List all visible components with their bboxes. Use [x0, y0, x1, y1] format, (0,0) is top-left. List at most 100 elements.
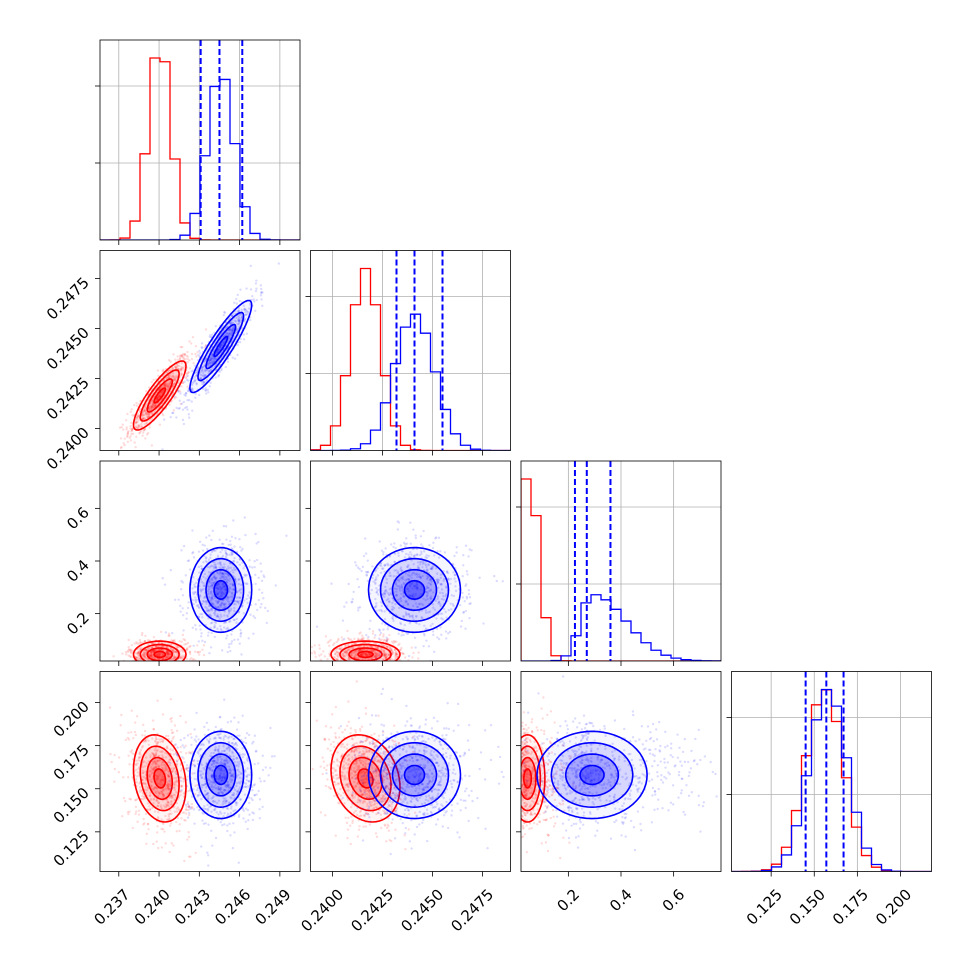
scatter-point	[401, 588, 404, 591]
scatter-point	[219, 344, 222, 347]
scatter-point	[143, 428, 147, 431]
scatter-point	[365, 633, 368, 637]
scatter-point	[417, 651, 420, 654]
scatter-point	[157, 662, 159, 664]
scatter-point	[222, 585, 225, 589]
scatter-point	[188, 568, 192, 571]
scatter-point	[381, 567, 385, 570]
scatter-point	[415, 586, 419, 589]
scatter-point	[424, 590, 428, 594]
scatter-point	[150, 405, 154, 409]
scatter-point	[252, 614, 255, 618]
contour-series-1	[213, 579, 229, 601]
scatter-point	[153, 739, 157, 743]
scatter-point	[422, 550, 426, 553]
scatter-point	[241, 604, 244, 607]
scatter-point	[385, 581, 389, 585]
scatter-point	[165, 382, 168, 385]
scatter-point	[216, 586, 219, 589]
scatter-point	[406, 632, 409, 636]
scatter-point	[218, 573, 221, 576]
scatter-point	[164, 765, 167, 769]
scatter-point	[436, 581, 440, 584]
scatter-point	[387, 637, 390, 641]
scatter-point	[181, 366, 184, 370]
scatter-point	[470, 549, 473, 552]
scatter-point	[404, 542, 407, 546]
scatter-point	[126, 412, 129, 416]
scatter-point	[353, 655, 357, 659]
scatter-point	[210, 631, 213, 635]
scatter-point	[179, 763, 183, 767]
scatter-point	[149, 664, 151, 666]
scatter-point	[135, 421, 138, 424]
scatter-point	[153, 749, 157, 752]
scatter-point	[190, 807, 194, 810]
scatter-point	[156, 804, 160, 808]
scatter-point	[174, 377, 177, 381]
scatter-point	[193, 793, 197, 796]
scatter-point	[375, 590, 379, 594]
scatter-point	[376, 588, 379, 592]
scatter-point	[155, 742, 158, 746]
scatter-point	[242, 304, 246, 308]
scatter-point	[203, 374, 206, 377]
scatter-point	[415, 583, 419, 586]
scatter-point	[171, 376, 174, 380]
scatter-point	[138, 753, 141, 756]
scatter-point	[230, 553, 233, 557]
scatter-point	[336, 658, 339, 661]
scatter-point	[195, 598, 198, 601]
scatter-point	[174, 374, 178, 377]
scatter-point	[243, 308, 246, 311]
scatter-point	[224, 572, 227, 575]
scatter-point	[248, 591, 251, 594]
scatter-point	[178, 662, 180, 664]
scatter-point	[239, 545, 242, 549]
scatter-point	[184, 808, 188, 811]
scatter-point	[369, 649, 372, 652]
scatter-point	[151, 769, 155, 772]
scatter-point	[359, 653, 362, 657]
scatter-point	[135, 466, 137, 468]
scatter-point	[227, 332, 230, 335]
scatter-point	[362, 667, 364, 669]
scatter-point	[176, 355, 179, 358]
scatter-point	[245, 308, 248, 312]
scatter-point	[238, 599, 242, 603]
scatter-point	[404, 611, 408, 614]
scatter-point	[360, 675, 362, 677]
scatter-point	[158, 758, 161, 762]
scatter-point	[167, 664, 169, 666]
scatter-point	[150, 404, 153, 408]
scatter-point	[415, 572, 418, 576]
scatter-point	[421, 574, 424, 578]
scatter-point	[155, 777, 158, 780]
scatter-point	[156, 398, 159, 401]
scatter-point	[161, 739, 164, 743]
scatter-point	[172, 382, 176, 386]
scatter-point	[397, 521, 401, 524]
scatter-point	[154, 785, 157, 789]
scatter-point	[226, 578, 229, 582]
scatter-point	[144, 785, 148, 789]
scatter-point	[134, 805, 138, 809]
scatter-point	[137, 424, 140, 427]
scatter-point	[166, 803, 169, 807]
scatter-point	[373, 665, 375, 667]
scatter-point	[409, 583, 412, 586]
scatter-point	[333, 642, 336, 645]
scatter-point	[152, 767, 156, 770]
scatter-point	[313, 650, 316, 653]
scatter-point	[216, 348, 220, 352]
scatter-point	[362, 667, 364, 669]
scatter-point	[403, 583, 406, 586]
scatter-point	[382, 650, 386, 653]
scatter-point	[167, 665, 169, 667]
scatter-point	[188, 813, 191, 817]
scatter-point	[415, 614, 418, 618]
y-tick-label: 0.2450	[43, 324, 93, 374]
scatter-point	[204, 373, 207, 377]
scatter-point	[125, 426, 128, 429]
scatter-point	[186, 408, 189, 411]
